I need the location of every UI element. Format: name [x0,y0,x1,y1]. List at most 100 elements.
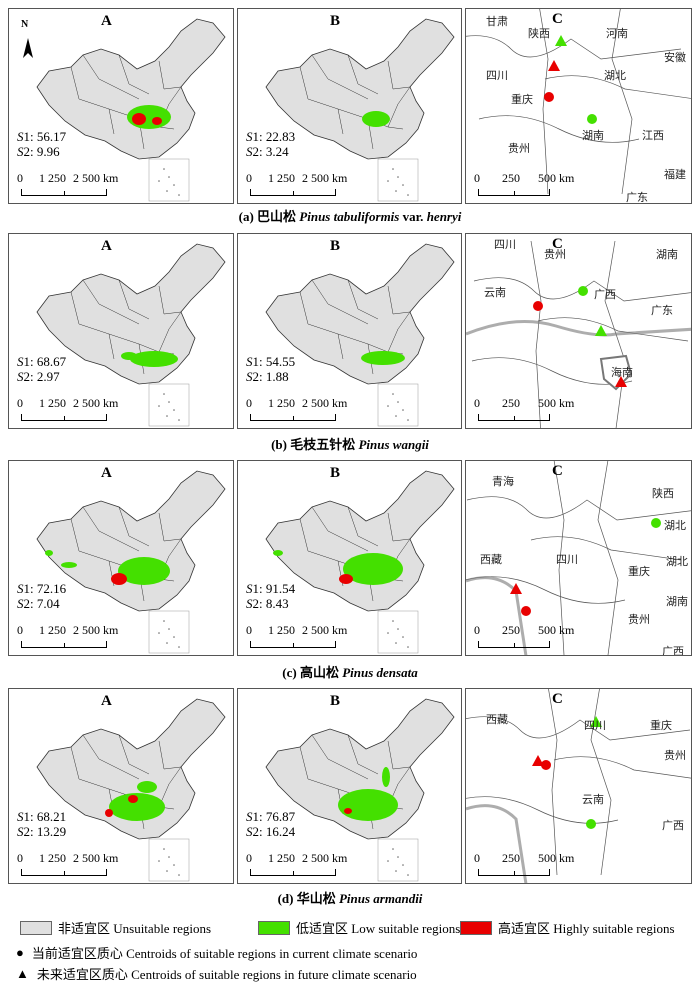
inset-frame [377,383,419,427]
scale-label: 1 250 [39,623,66,637]
s1-suffix: 1: [252,809,266,824]
province-label: 青海 [492,475,514,488]
scale-label: 0 [474,171,480,185]
scale-bar [478,641,550,648]
province-label: 云南 [484,286,506,299]
province-label: 湖南 [666,595,688,608]
stat-s2: S2: 3.24 [246,144,295,159]
province-label: 四川 [494,238,516,251]
arrow-shape [23,38,33,58]
scale-label: 250 [502,396,520,410]
scale-label: 2 500 km [302,396,348,410]
stat-s1: S1: 22.83 [246,129,295,144]
high-suitable-area [152,117,162,125]
caption-part: (b) 毛枝五针松 [271,437,359,452]
island [166,190,168,192]
province-border [82,734,140,780]
scale-bar [21,641,107,648]
island [407,646,409,648]
map-panel-a: A S1: 72.16 S2: 7.04 0 1 250 2 500 km [8,460,234,656]
china-outline [36,470,226,612]
scale-bar [21,189,107,196]
s2-suffix: 2: [23,144,37,159]
north-label: N [21,19,29,30]
province-border [347,54,379,95]
scale-bar [250,869,336,876]
scale-label: 500 km [538,396,575,410]
island [387,180,389,182]
area-stats: S1: 91.54 S2: 8.43 [246,581,295,611]
legend-current: ● 当前适宜区质心 Centroids of suitable regions i… [16,943,417,962]
circle-icon: ● [16,944,24,960]
low-suitable-area [118,557,170,585]
island [387,632,389,634]
s1-value: 91.54 [265,581,296,596]
s1-suffix: 1: [252,581,266,596]
scale-bar [21,869,107,876]
island [158,180,160,182]
s1-suffix: 1: [23,354,37,369]
island [178,874,180,876]
s2-symbol: S [246,824,253,839]
province-label: 河南 [606,27,628,40]
map-panel-a: A S1: 68.67 S2: 2.97 0 1 250 2 500 km [8,233,234,429]
panel-label: C [552,691,563,707]
map-canvas [36,243,226,427]
province-label: 贵州 [664,749,686,762]
s1-symbol: S [17,129,24,144]
scale-label: 250 [502,623,520,637]
island [173,409,175,411]
province-label: 江西 [642,129,664,142]
province-label: 福建 [664,168,686,181]
province-label: 贵州 [508,142,530,155]
island [158,860,160,862]
china-outline [36,243,226,385]
island [166,415,168,417]
scale-label: 1 250 [268,623,295,637]
s2-symbol: S [246,369,253,384]
scale-label: 0 [17,623,23,637]
map-canvas [36,18,226,202]
panel-label: C [552,463,563,479]
island [392,393,394,395]
island [392,620,394,622]
s2-value: 3.24 [265,144,289,159]
province-label: 安徽 [664,51,686,64]
scale-bar [21,414,107,421]
map-canvas [265,470,455,654]
triangle-icon: ▲ [16,965,29,981]
island [395,190,397,192]
s2-symbol: S [246,596,253,611]
high-suitable-area [105,809,113,817]
province-border [347,734,379,775]
island [407,194,409,196]
s1-value: 56.17 [36,129,67,144]
island [395,415,397,417]
scale-label: 1 250 [39,396,66,410]
scale-label: 500 km [538,851,575,865]
province-border [158,512,182,542]
panel-label: C [552,236,563,252]
scale-label: 1 250 [39,171,66,185]
s1-symbol: S [246,581,253,596]
s1-suffix: 1: [23,129,37,144]
province-border [158,740,182,770]
stat-s1: S1: 54.55 [246,354,295,369]
china-outline [265,698,455,840]
north-arrow-icon [23,38,33,58]
legend-future: ▲ 未来适宜区质心 Centroids of suitable regions i… [16,964,417,983]
s2-value: 16.24 [265,824,296,839]
current-centroid-marker [586,819,596,829]
island [397,628,399,630]
s2-suffix: 2: [252,824,266,839]
map-canvas [466,689,691,883]
province-border [387,311,411,353]
island [402,864,404,866]
island [168,856,170,858]
stat-s1: S1: 68.67 [17,354,66,369]
s1-symbol: S [17,809,24,824]
caption-part: Pinus tabuliformis [299,209,400,224]
scale-label: 250 [502,171,520,185]
island [392,168,394,170]
scale-label: 1 250 [39,851,66,865]
